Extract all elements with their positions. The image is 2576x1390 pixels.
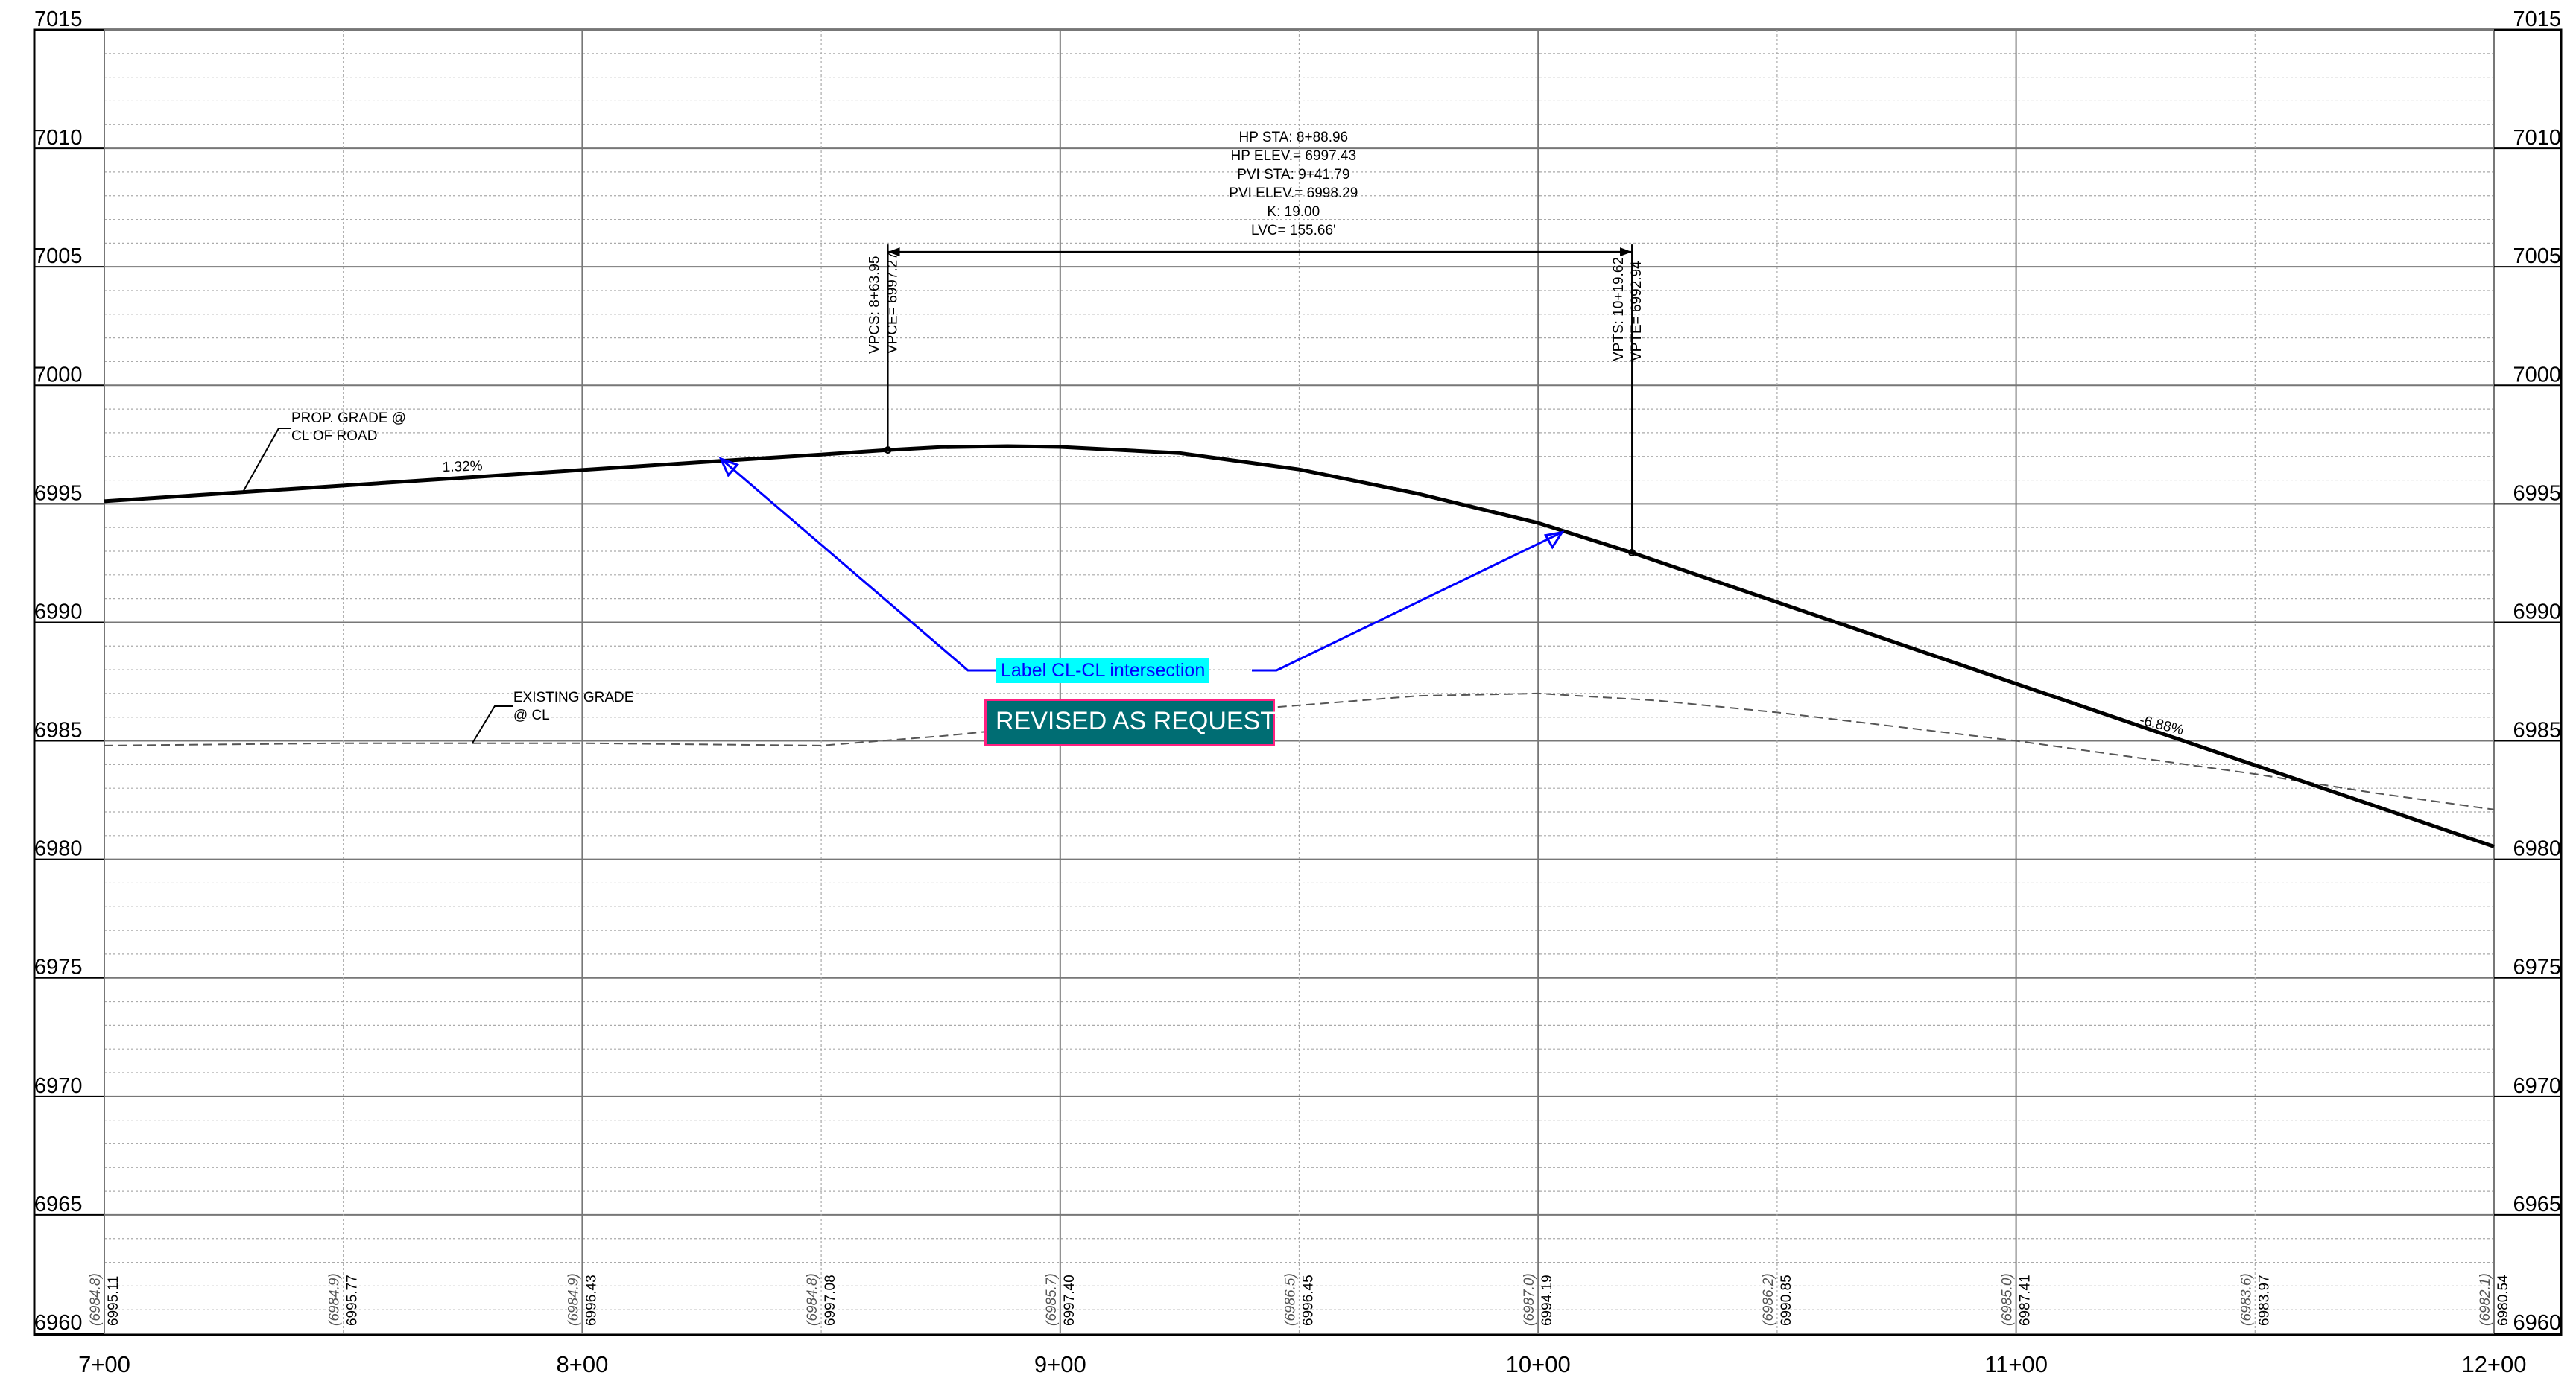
proposed-elevation: 6995.11 [106,1276,121,1326]
proposed-elevation: 6997.40 [1062,1275,1077,1326]
proposed-elevation: 6990.85 [1779,1275,1794,1326]
elevation-label-left: 6975 [34,956,83,980]
elevation-label-right: 6985 [2513,719,2561,743]
callout-arrow-left [720,457,996,672]
curve-info-line: K: 19.00 [1267,204,1320,220]
elevation-label-left: 7015 [34,7,83,31]
station-label: 9+00 [1034,1351,1086,1377]
proposed-elevation: 6997.08 [823,1275,838,1326]
existing-elevation: (6982.1) [2478,1273,2493,1326]
existing-grade [104,692,2495,810]
curve-info-line: LVC= 155.66' [1251,223,1336,238]
proposed-elevation: 6995.77 [345,1275,361,1326]
existing-elevation: (6984.8) [805,1273,820,1326]
vpc-label: VPCE= 6997.27 [885,252,901,354]
elevation-label-right: 7005 [2513,244,2561,268]
station-label: 11+00 [1984,1351,2048,1377]
elevation-label-right: 7010 [2513,126,2561,150]
elevation-label-left: 6990 [34,600,83,623]
elevation-label-right: 6995 [2513,481,2561,505]
vpc-label: VPCS: 8+63.95 [867,256,883,354]
vpt-label: VPTS: 10+19.62 [1611,257,1627,361]
curve-info-line: HP STA: 8+88.96 [1238,130,1348,145]
existing-elevation: (6984.9) [327,1273,343,1326]
elevation-label-left: 6980 [34,837,83,861]
existing-elevation: (6985.7) [1044,1273,1060,1326]
elevation-label-right: 7000 [2513,363,2561,387]
vpc-point [884,446,892,454]
elevation-label-right: 7015 [2513,7,2561,31]
existing-grade-label: EXISTING GRADE [513,690,634,705]
existing-elevation: (6985.0) [2000,1273,2016,1326]
elevation-label-left: 6970 [34,1074,83,1098]
proposed-elevation: 6996.45 [1301,1275,1317,1326]
proposed-grade [104,444,2495,848]
callout-label: Label CL-CL intersection [996,658,1210,683]
existing-elevation: (6984.9) [566,1273,581,1326]
vertical-curve-annotation: HP STA: 8+88.96 HP ELEV.= 6997.43 PVI STA:… [242,130,2186,744]
curve-info-line: PVI ELEV.= 6998.29 [1229,185,1358,201]
prop-grade-label: PROP. GRADE @ [291,410,406,426]
existing-grade-label: @ CL [513,708,550,723]
curve-info-line: HP ELEV.= 6997.43 [1231,148,1357,164]
curve-info-line: PVI STA: 9+41.79 [1237,167,1349,183]
proposed-elevation: 6996.43 [583,1275,599,1326]
elevation-label-left: 7010 [34,126,83,150]
proposed-elevation: 6987.41 [2018,1275,2034,1326]
elevation-label-right: 6975 [2513,956,2561,980]
station-label: 8+00 [556,1351,608,1377]
proposed-elevation: 6980.54 [2496,1275,2511,1326]
vpt-label: VPTE= 6992.94 [1629,261,1645,361]
existing-elevation: (6984.8) [88,1273,104,1326]
elevation-label-left: 7005 [34,244,83,268]
arrowhead-right [1543,530,1565,550]
axis-labels: 7015 7015 7010 7010 7005 7005 7000 7000 6995 6995… [34,7,2561,1377]
elevation-label-right: 6970 [2513,1074,2561,1098]
callout-arrow-right [1252,531,1563,672]
elevation-label-right: 6965 [2513,1193,2561,1216]
dimension-arrow-left [887,247,900,257]
elevation-label-left: 6995 [34,481,83,505]
station-label: 7+00 [78,1351,130,1377]
revised-stamp: REVISED AS REQUESTED [984,699,1311,746]
prop-grade-leader [242,428,292,492]
station-label: 12+00 [2461,1351,2526,1377]
elevation-label-right: 6960 [2513,1311,2561,1335]
callout-arrows [718,457,1565,672]
elevation-label-right: 6980 [2513,837,2561,861]
dimension-arrow-right [1620,247,1633,257]
proposed-elevation: 6983.97 [2256,1275,2272,1326]
proposed-grade-line [104,444,2495,848]
elevation-label-left: 6960 [34,1311,83,1335]
vpt-point [1628,548,1636,556]
bottom-elevations: (6984.8) 6995.11 (6984.9) 6995.77 (6984.9) 69… [88,1273,2511,1326]
elevation-label-right: 6990 [2513,600,2561,623]
station-label: 10+00 [1506,1351,1571,1377]
prop-grade-label: CL OF ROAD [291,428,377,444]
elevation-label-left: 7000 [34,363,83,387]
proposed-elevation: 6994.19 [1539,1275,1555,1326]
grade-in-label: 1.32% [442,458,483,475]
elevation-label-left: 6985 [34,719,83,743]
grid [34,29,2561,1334]
elevation-label-left: 6965 [34,1193,83,1216]
existing-elevation: (6986.5) [1283,1273,1299,1326]
existing-grade-line [104,692,2495,810]
existing-elevation: (6983.6) [2238,1273,2254,1326]
existing-elevation: (6987.0) [1522,1273,1537,1326]
arrowhead-left [718,457,739,477]
existing-grade-leader [472,705,513,744]
existing-elevation: (6986.2) [1761,1273,1776,1326]
